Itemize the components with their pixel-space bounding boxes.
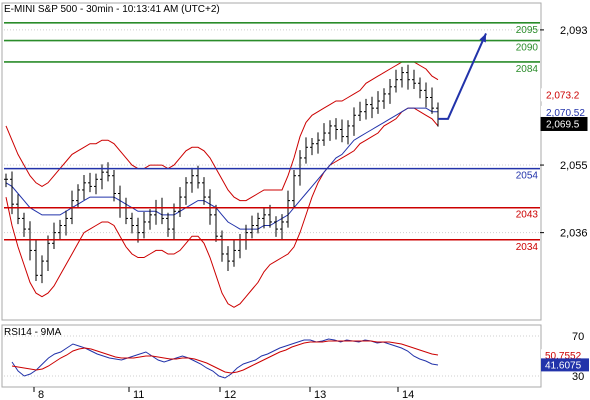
forecast-arrow-head	[479, 33, 486, 43]
rsi-tag-label: 50.7552	[545, 351, 582, 362]
price-tags: 2,073.2 2,070.522,069.5	[540, 88, 588, 131]
price-tag-box	[541, 105, 587, 119]
price-tag-label: 2,070.52	[546, 108, 585, 119]
rsi-y-axis: 70 30	[572, 331, 584, 383]
x-tick-label: 11	[133, 389, 144, 400]
y-tick-label: 2,093	[560, 25, 588, 37]
rsi-ma-line	[11, 340, 439, 374]
price-tag-label: 2,073.2	[546, 90, 580, 101]
chart-title: E-MINI S&P 500 - 30min - 10:13:41 AM (UT…	[4, 4, 220, 15]
forecast-arrow-line	[438, 33, 487, 120]
y-tick-label: 2,036	[560, 228, 588, 240]
y-axis: 2,093 2,055 2,036	[540, 25, 588, 240]
rsi-title: RSI14 - 9MA	[4, 327, 62, 338]
rsi-line	[11, 338, 439, 379]
lower-band-line	[5, 107, 439, 308]
upper-band-line	[5, 61, 439, 202]
x-axis: 8 11 12 13 14	[33, 387, 414, 400]
level-label-2054: 2054	[516, 171, 539, 182]
price-tag-box	[541, 88, 587, 102]
rsi-y-tick-label: 30	[572, 371, 584, 383]
rsi-gridlines	[4, 335, 540, 377]
x-tick-label: 14	[402, 389, 414, 400]
main-plot-frame	[1, 2, 542, 321]
level-label-2090: 2090	[516, 43, 539, 54]
horizontal-levels: 2095 2090 2084 2054 2043 2034	[4, 21, 540, 253]
x-tick-label: 13	[314, 389, 326, 400]
main-gridlines	[4, 29, 540, 234]
y-tick-label: 2,055	[560, 160, 588, 172]
x-tick-label: 12	[224, 389, 236, 400]
level-label-2034: 2034	[516, 242, 539, 253]
level-label-2095: 2095	[516, 25, 539, 36]
level-label-2043: 2043	[516, 210, 539, 221]
rsi-lines	[11, 338, 439, 379]
rsi-tag-label: 41.6075	[545, 360, 582, 371]
price-bars	[4, 64, 440, 284]
x-tick-label: 8	[38, 389, 44, 400]
level-label-2084: 2084	[516, 64, 539, 75]
price-tag-box	[540, 116, 588, 131]
rsi-tag-box	[541, 358, 589, 372]
bollinger-bands	[5, 61, 439, 308]
forecast-arrow	[438, 33, 487, 120]
rsi-y-tick-label: 70	[572, 331, 584, 343]
price-tag-label: 2,069.5	[546, 119, 580, 130]
